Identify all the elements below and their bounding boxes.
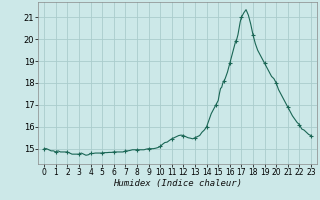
X-axis label: Humidex (Indice chaleur): Humidex (Indice chaleur) bbox=[113, 179, 242, 188]
